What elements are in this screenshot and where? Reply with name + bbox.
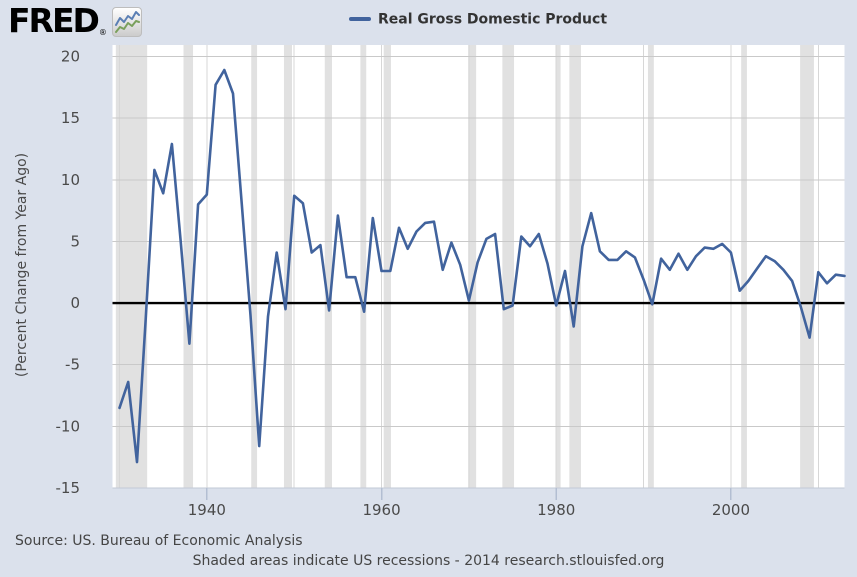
x-tick-label: 1960 (362, 501, 400, 519)
legend-line-swatch (348, 16, 371, 21)
y-tick-label: 10 (61, 171, 80, 189)
recession-band (324, 45, 333, 488)
recession-band (502, 45, 515, 488)
chart-plot-area: 20 15 10 5 0 -5 -10 -15 1940 1960 1980 2000 (56, 45, 846, 519)
recession-band (741, 45, 747, 488)
y-tick-label: -15 (56, 479, 81, 497)
source-text: Source: US. Bureau of Economic Analysis (15, 533, 303, 549)
gdp-line-series (118, 68, 846, 464)
y-tick-label: 0 (70, 294, 80, 312)
recession-band (647, 45, 654, 488)
x-tick-label: 1980 (537, 501, 575, 519)
legend-series-label: Real Gross Domestic Product (377, 11, 608, 28)
y-axis-title: (Percent Change from Year Ago) (14, 152, 30, 378)
recession-band (251, 45, 258, 488)
y-tick-label: -10 (56, 417, 81, 435)
y-tick-label: 15 (61, 109, 80, 127)
recession-band (383, 45, 391, 488)
recession-band (183, 45, 194, 488)
fred-logo: FRED ® (8, 4, 142, 38)
registered-trademark-icon: ® (98, 28, 107, 37)
recession-note-text: Shaded areas indicate US recessions - 20… (192, 553, 665, 569)
y-tick-label: -5 (65, 356, 80, 374)
sparkline-chart-icon (111, 7, 142, 37)
x-tick-label: 1940 (188, 501, 226, 519)
recession-band (468, 45, 477, 488)
fred-logo-text: FRED (8, 1, 100, 40)
recession-band (800, 45, 814, 488)
recession-band (556, 45, 561, 488)
recession-band (569, 45, 581, 488)
y-tick-label: 20 (61, 47, 80, 65)
x-tick-label: 2000 (712, 501, 750, 519)
y-tick-label: 5 (70, 232, 80, 250)
legend: Real Gross Domestic Product (112, 9, 844, 28)
recession-band (360, 45, 367, 488)
